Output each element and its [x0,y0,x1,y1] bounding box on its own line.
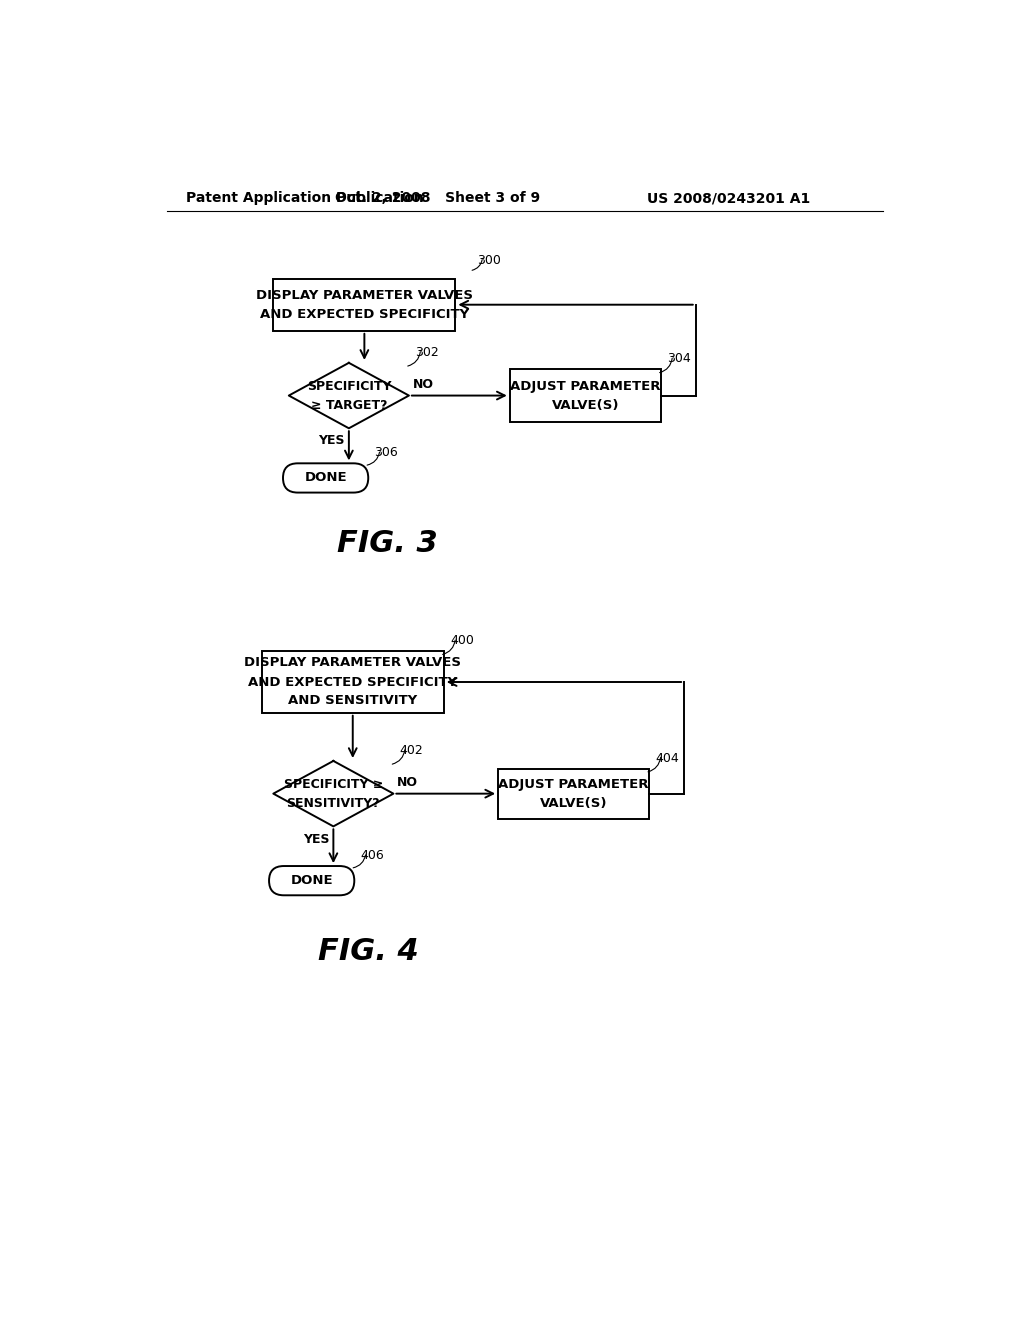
Text: Patent Application Publication: Patent Application Publication [186,191,424,206]
Text: DISPLAY PARAMETER VALVES
AND EXPECTED SPECIFICITY
AND SENSITIVITY: DISPLAY PARAMETER VALVES AND EXPECTED SP… [245,656,461,708]
Text: SPECIFICITY ≥
SENSITIVITY?: SPECIFICITY ≥ SENSITIVITY? [284,777,383,809]
Text: 302: 302 [415,346,439,359]
Text: ADJUST PARAMETER
VALVE(S): ADJUST PARAMETER VALVE(S) [499,777,649,809]
Text: NO: NO [413,378,434,391]
Bar [262,651,443,713]
Text: FIG. 4: FIG. 4 [317,937,419,966]
Text: DONE: DONE [304,471,347,484]
Text: 402: 402 [399,744,423,756]
Text: YES: YES [303,833,330,846]
Text: 300: 300 [477,253,501,267]
Text: YES: YES [318,434,345,447]
Text: Oct. 2, 2008   Sheet 3 of 9: Oct. 2, 2008 Sheet 3 of 9 [336,191,541,206]
Text: NO: NO [397,776,419,789]
Bar [273,279,456,331]
Text: 304: 304 [667,352,691,366]
Text: DONE: DONE [291,874,333,887]
Text: ADJUST PARAMETER
VALVE(S): ADJUST PARAMETER VALVE(S) [510,380,660,412]
Text: 306: 306 [375,446,398,459]
Text: SPECIFICITY
≥ TARGET?: SPECIFICITY ≥ TARGET? [306,380,391,412]
Text: DISPLAY PARAMETER VALVES
AND EXPECTED SPECIFICITY: DISPLAY PARAMETER VALVES AND EXPECTED SP… [256,289,473,321]
Text: US 2008/0243201 A1: US 2008/0243201 A1 [647,191,811,206]
Text: 406: 406 [360,849,384,862]
Text: FIG. 3: FIG. 3 [337,529,438,558]
Text: 400: 400 [450,635,474,647]
Text: 404: 404 [655,751,679,764]
Bar [510,370,660,422]
Bar [498,768,649,818]
